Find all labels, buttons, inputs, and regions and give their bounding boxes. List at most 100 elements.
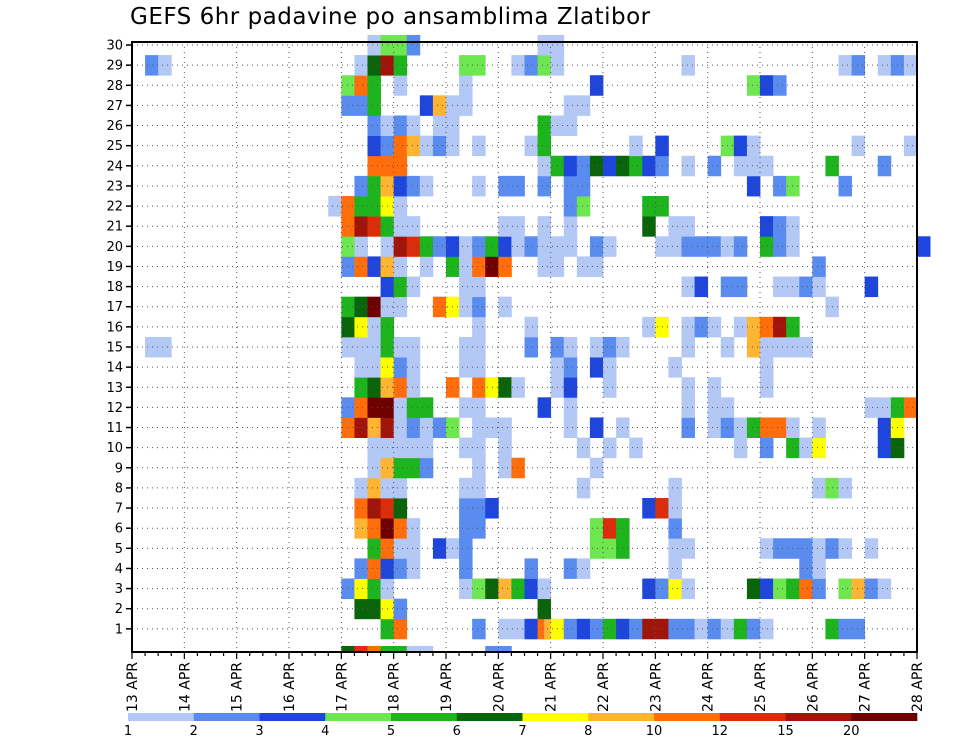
- heatmap-cell: [603, 437, 617, 459]
- heatmap-cell: [498, 645, 512, 652]
- heatmap-cell: [472, 497, 486, 519]
- heatmap-cell: [668, 618, 682, 640]
- x-tick-label: 19 APR: [439, 662, 455, 712]
- heatmap-cell: [524, 618, 538, 640]
- y-tick-label: 1: [115, 622, 123, 637]
- heatmap-cell: [367, 417, 381, 438]
- heatmap-cell: [760, 357, 774, 378]
- heatmap-cell: [812, 437, 826, 459]
- heatmap-cell: [472, 357, 486, 378]
- heatmap-cell: [864, 276, 879, 298]
- heatmap-cell: [537, 598, 552, 620]
- legend-swatch: [128, 713, 195, 721]
- heatmap-cell: [472, 276, 486, 298]
- y-tick-label: 18: [106, 280, 123, 295]
- heatmap-cell: [367, 497, 381, 519]
- heatmap-cell: [877, 55, 892, 76]
- color-legend: 1 2 3 4 5 6 7 8 10 12 15 20: [124, 713, 918, 739]
- heatmap-cell: [563, 417, 578, 438]
- heatmap-cell: [472, 457, 486, 479]
- heatmap-cell: [419, 175, 434, 197]
- heatmap-cell: [681, 276, 695, 298]
- heatmap-cell: [773, 75, 787, 96]
- heatmap-cell: [681, 236, 695, 257]
- heatmap-cell: [668, 558, 682, 579]
- heatmap-cell: [603, 377, 617, 398]
- heatmap-cell: [145, 336, 159, 358]
- heatmap-cell: [459, 95, 473, 116]
- heatmap-cell: [354, 75, 368, 96]
- heatmap-cell: [576, 558, 591, 579]
- x-tick-label: 21 APR: [544, 662, 560, 712]
- heatmap-cell: [760, 216, 774, 237]
- y-tick-label: 19: [106, 260, 123, 275]
- heatmap-cell: [419, 236, 434, 257]
- y-tick-label: 9: [115, 461, 123, 476]
- heatmap-cell: [459, 497, 473, 519]
- heatmap-cell: [498, 457, 512, 479]
- heatmap-cell: [354, 598, 368, 620]
- heatmap-cell: [393, 538, 408, 559]
- heatmap-cell: [589, 75, 604, 96]
- heatmap-cell: [576, 95, 591, 116]
- heatmap-cell: [563, 95, 578, 116]
- heatmap-cell: [511, 55, 525, 76]
- heatmap-cell: [432, 135, 447, 157]
- x-tick-label: 15 APR: [230, 662, 246, 712]
- heatmap-cell: [511, 377, 525, 398]
- heatmap-cell: [589, 357, 604, 378]
- heatmap-cell: [694, 276, 709, 298]
- heatmap-cell: [589, 538, 604, 559]
- heatmap-cell: [576, 618, 591, 640]
- y-tick-label: 14: [106, 361, 123, 376]
- heatmap-cell: [537, 578, 552, 600]
- legend-label: 7: [518, 724, 526, 739]
- heatmap-cell: [341, 397, 355, 418]
- heatmap-cell: [367, 578, 381, 600]
- heatmap-cell: [406, 518, 421, 539]
- heatmap-cell: [563, 377, 578, 398]
- heatmap-cell: [354, 95, 368, 116]
- heatmap-cell: [576, 256, 591, 277]
- heatmap-cell: [563, 175, 578, 197]
- heatmap-cell: [367, 34, 381, 56]
- heatmap-cell: [877, 397, 892, 418]
- heatmap-cell: [733, 135, 748, 157]
- heatmap-cell: [851, 618, 866, 640]
- heatmap-cell: [917, 236, 931, 257]
- y-tick-label: 27: [106, 99, 123, 114]
- heatmap-cell: [354, 236, 368, 257]
- x-tick-label: 25 APR: [753, 662, 769, 712]
- heatmap-cell: [681, 538, 695, 559]
- heatmap-cell: [354, 377, 368, 398]
- heatmap-cell: [681, 618, 695, 640]
- heatmap-cell: [406, 437, 421, 459]
- heatmap-cell: [563, 196, 578, 217]
- y-axis: 1234567891011121314151617181920212223242…: [106, 39, 132, 637]
- heatmap-cell: [877, 578, 892, 600]
- heatmap-cell: [498, 377, 512, 398]
- heatmap-cell: [760, 236, 774, 257]
- legend-swatch: [785, 713, 852, 721]
- heatmap-cell: [354, 296, 368, 318]
- x-tick-label: 28 APR: [910, 662, 926, 712]
- heatmap-cell: [472, 578, 486, 600]
- legend-swatch: [719, 713, 786, 721]
- heatmap-cell: [393, 457, 408, 479]
- heatmap-cell: [472, 437, 486, 459]
- heatmap-cell: [773, 236, 787, 257]
- x-tick-label: 13 APR: [125, 662, 141, 712]
- heatmap-cell: [589, 518, 604, 539]
- heatmap-cell: [459, 296, 473, 318]
- heatmap-cell: [459, 437, 473, 459]
- heatmap-cell: [354, 216, 368, 237]
- heatmap-cell: [367, 357, 381, 378]
- heatmap-cell: [760, 377, 774, 398]
- heatmap-cell: [472, 236, 486, 257]
- y-tick-label: 8: [115, 481, 123, 496]
- heatmap-cell: [603, 236, 617, 257]
- heatmap-cell: [354, 578, 368, 600]
- x-tick-label: 14 APR: [177, 662, 193, 712]
- legend-label: 1: [124, 724, 132, 739]
- legend-label: 15: [777, 724, 794, 739]
